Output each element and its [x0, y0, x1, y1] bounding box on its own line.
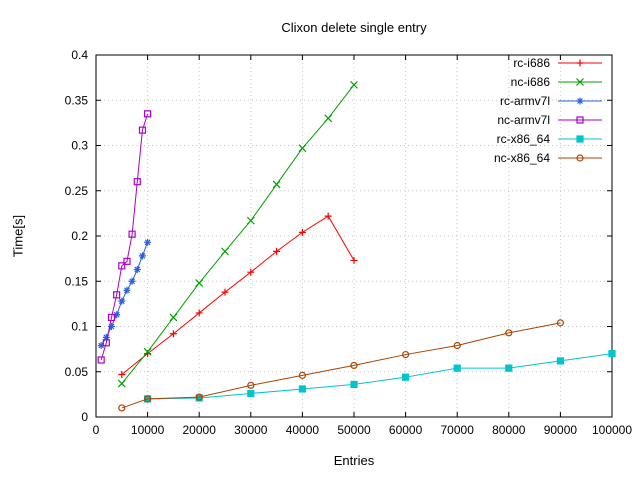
series-line-rc-i686	[121, 215, 355, 375]
y-tick-label: 0.05	[65, 365, 89, 379]
series-markers-nc-x86_64	[118, 319, 565, 412]
y-tick-label: 0.25	[65, 184, 89, 198]
series-markers-rc-i686	[118, 212, 358, 378]
x-tick-label: 50000	[337, 423, 371, 437]
series-line-nc-i686	[121, 84, 355, 384]
x-tick-label: 60000	[389, 423, 423, 437]
x-tick-label: 70000	[441, 423, 475, 437]
x-tick-label: 40000	[286, 423, 320, 437]
legend-label-nc-x86_64: nc-x86_64	[494, 151, 550, 165]
x-tick-label: 20000	[183, 423, 217, 437]
x-tick-label: 30000	[234, 423, 268, 437]
legend-label-rc-x86_64: rc-x86_64	[497, 132, 551, 146]
series-line-nc-x86_64	[121, 322, 561, 409]
series-markers-rc-x86_64	[144, 350, 616, 403]
legend-label-nc-armv7l: nc-armv7l	[497, 113, 550, 127]
y-tick-label: 0.35	[65, 93, 89, 107]
x-tick-label: 80000	[492, 423, 526, 437]
series-markers-nc-armv7l	[97, 110, 152, 364]
legend-label-rc-i686: rc-i686	[513, 56, 550, 70]
x-tick-label: 100000	[592, 423, 632, 437]
legend-label-nc-i686: nc-i686	[511, 75, 551, 89]
x-tick-label: 0	[93, 423, 100, 437]
legend-label-rc-armv7l: rc-armv7l	[500, 94, 550, 108]
y-tick-label: 0.15	[65, 274, 89, 288]
series-markers-rc-armv7l	[97, 238, 152, 350]
y-tick-label: 0.3	[71, 139, 88, 153]
y-tick-label: 0.4	[71, 48, 88, 62]
chart-title: Clixon delete single entry	[281, 20, 427, 35]
x-tick-label: 90000	[544, 423, 578, 437]
series-markers-nc-i686	[117, 80, 358, 388]
y-axis-label: Time[s]	[10, 214, 26, 258]
x-axis-label: Entries	[333, 453, 375, 468]
y-tick-label: 0.2	[71, 229, 88, 243]
y-tick-label: 0	[81, 410, 88, 424]
series-line-rc-x86_64	[147, 353, 613, 400]
series-line-nc-armv7l	[100, 113, 149, 361]
y-tick-label: 0.1	[71, 320, 88, 334]
x-tick-label: 10000	[131, 423, 165, 437]
